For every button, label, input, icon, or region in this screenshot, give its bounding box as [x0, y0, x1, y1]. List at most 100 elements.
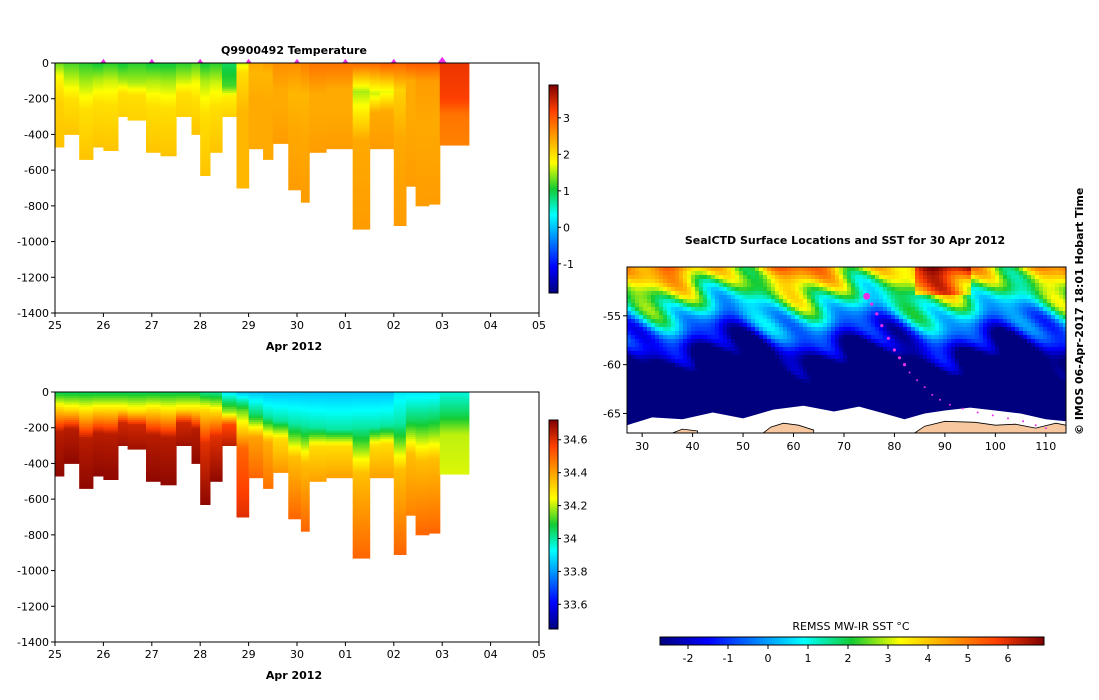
sst-cell [959, 315, 964, 320]
sst-cell [871, 287, 876, 292]
profile-cell [92, 135, 104, 139]
sst-cell [839, 319, 844, 324]
profile-cell [272, 112, 289, 115]
sst-cell [895, 275, 900, 280]
sst-cell [831, 331, 836, 336]
sst-cell [1031, 275, 1036, 280]
sst-cell [791, 283, 796, 288]
profile-cell [300, 176, 310, 180]
profile-cell [393, 108, 407, 111]
profile-cell [209, 142, 223, 145]
sst-cell [863, 279, 868, 284]
sst-cell [999, 323, 1004, 328]
sst-cell [723, 327, 728, 332]
profile-cell [439, 118, 470, 122]
profile-cell [272, 101, 289, 105]
profile-cell [288, 69, 302, 72]
profile-cell [55, 71, 65, 75]
profile-cell [352, 488, 371, 491]
profile-cell [55, 103, 65, 107]
sst-cell [887, 291, 892, 296]
sst-cell [759, 303, 764, 308]
colorbar-tick-label: 0 [563, 221, 570, 234]
sst-cell [959, 327, 964, 332]
profile-cell [263, 146, 274, 150]
profile-cell [200, 458, 211, 461]
profile-cell [263, 475, 274, 479]
profile-cell [222, 422, 238, 425]
profile-cell [103, 432, 119, 436]
profile-cell [415, 422, 430, 425]
profile-cell [415, 524, 430, 528]
sst-cell [671, 291, 676, 296]
sst-cell [651, 311, 656, 316]
sst-cell [675, 303, 680, 308]
profile-cell [352, 146, 371, 150]
profile-cell [300, 163, 310, 167]
profile-cell [209, 67, 223, 70]
sst-cell [743, 307, 748, 312]
profile-cell [309, 477, 327, 481]
sst-cell [939, 311, 944, 316]
profile-cell [63, 123, 80, 126]
profile-cell [288, 93, 302, 96]
profile-cell [369, 409, 381, 412]
sst-cell [1039, 335, 1044, 340]
sst-cell [1039, 319, 1044, 324]
sst-cell [947, 323, 952, 328]
sst-cell [867, 279, 872, 284]
profile-cell [55, 144, 65, 147]
sst-cell [755, 315, 760, 320]
sst-cell [695, 327, 700, 332]
sst-cell [955, 339, 960, 344]
sst-cell [691, 287, 696, 292]
profile-cell [200, 428, 211, 431]
profile-cell [369, 447, 381, 451]
sst-cell [763, 275, 768, 280]
profile-cell [79, 400, 94, 404]
sst-cell [807, 295, 812, 300]
sst-cell [1011, 315, 1016, 320]
sst-cell [927, 271, 932, 276]
sst-cell [951, 275, 956, 280]
profile-cell [393, 97, 407, 100]
profile-cell [248, 129, 264, 132]
profile-cell [393, 213, 407, 216]
sst-cell [923, 319, 928, 324]
profile-cell [79, 101, 94, 105]
profile-cell [117, 90, 129, 94]
profile-cell [428, 110, 441, 113]
profile-cell [127, 63, 147, 66]
profile-cell [369, 146, 381, 150]
profile-cell [393, 84, 407, 87]
profile-cell [146, 67, 162, 70]
profile-cell [79, 105, 94, 109]
sst-cell [747, 335, 752, 340]
sst-cell [815, 335, 820, 340]
profile-cell [380, 409, 395, 412]
sst-cell [835, 307, 840, 312]
sst-cell [811, 271, 816, 276]
profile-cell [352, 131, 371, 135]
profile-cell [428, 185, 441, 188]
profile-cell [103, 471, 119, 474]
profile-cell [92, 467, 104, 470]
profile-cell [248, 394, 264, 397]
sst-cell [791, 295, 796, 300]
profile-cell [236, 146, 250, 150]
profile-cell [428, 518, 441, 521]
sst-cell [955, 283, 960, 288]
profile-cell [288, 490, 302, 494]
profile-cell [146, 120, 162, 124]
profile-cell [103, 454, 119, 457]
profile-cell [176, 75, 193, 79]
sst-cell [735, 327, 740, 332]
sst-cell [967, 275, 972, 280]
sst-cell [1027, 279, 1032, 284]
profile-cell [146, 133, 162, 137]
profile-cell [428, 531, 441, 534]
profile-cell [146, 417, 162, 421]
sst-cell [803, 271, 808, 276]
profile-cell [393, 484, 407, 487]
profile-cell [146, 103, 162, 107]
